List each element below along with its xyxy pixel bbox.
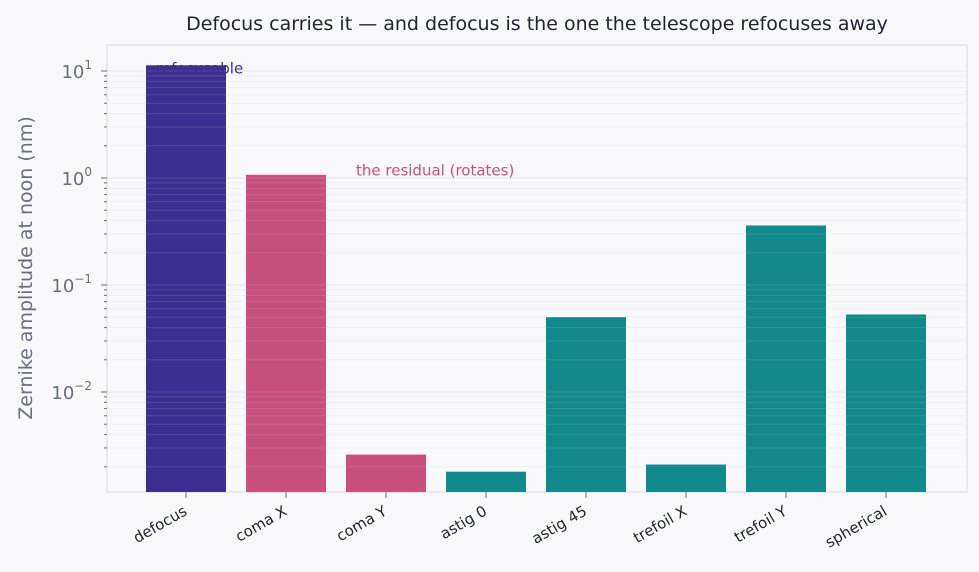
- bar-astig-0: [446, 471, 526, 492]
- bar-coma-Y: [346, 454, 426, 492]
- x-tick-label: defocus: [130, 502, 190, 547]
- y-tick-label: 10−2: [51, 379, 92, 404]
- annotations: refocusable the residual (rotates): [156, 60, 514, 180]
- x-tick-label: coma X: [232, 502, 290, 546]
- y-tick-label: 101: [61, 58, 92, 83]
- bar-trefoil-X: [646, 464, 726, 492]
- x-tick-label: trefoil Y: [731, 501, 791, 546]
- bar-coma-X: [246, 174, 326, 492]
- annotation: the residual (rotates): [356, 162, 514, 180]
- bar-spherical: [846, 314, 926, 492]
- bar-astig-45: [546, 317, 626, 492]
- bar-trefoil-Y: [746, 225, 826, 492]
- plot-background: [106, 44, 968, 493]
- y-axis: 101 100 10−1 10−2: [51, 58, 107, 468]
- y-axis-label: Zernike amplitude at noon (nm): [15, 116, 37, 420]
- bar-defocus: [146, 65, 226, 492]
- annotation: refocusable: [156, 60, 243, 78]
- x-tick-label: coma Y: [333, 501, 390, 545]
- bars: [146, 65, 926, 492]
- x-axis: defocus coma X coma Y astig 0 astig 45 trefoi…: [130, 492, 890, 551]
- x-tick-label: spherical: [822, 502, 890, 552]
- y-tick-label: 100: [61, 165, 92, 190]
- x-tick-label: trefoil X: [630, 502, 690, 547]
- x-tick-label: astig 0: [437, 502, 490, 543]
- y-tick-label: 10−1: [51, 272, 92, 297]
- x-tick-label: astig 45: [529, 502, 590, 548]
- chart-title: Defocus carries it — and defocus is the …: [186, 13, 888, 35]
